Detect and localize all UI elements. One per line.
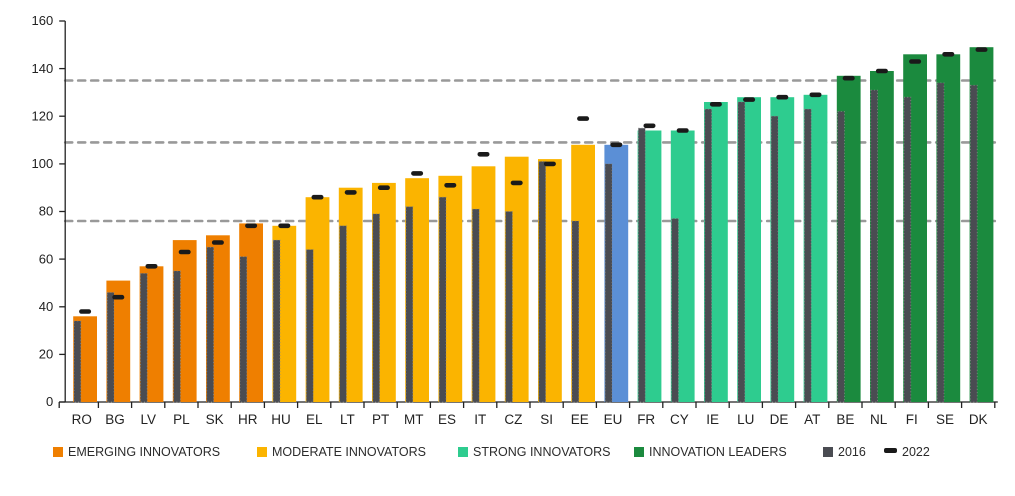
svg-text:120: 120 xyxy=(31,109,53,124)
svg-text:HR: HR xyxy=(238,412,258,427)
svg-text:AT: AT xyxy=(804,412,820,427)
svg-text:EL: EL xyxy=(306,412,323,427)
svg-text:40: 40 xyxy=(39,299,53,314)
svg-text:140: 140 xyxy=(31,61,53,76)
svg-text:PT: PT xyxy=(372,412,389,427)
svg-text:BG: BG xyxy=(105,412,125,427)
svg-text:LU: LU xyxy=(737,412,754,427)
svg-text:NL: NL xyxy=(870,412,888,427)
svg-text:ES: ES xyxy=(438,412,456,427)
svg-text:RO: RO xyxy=(72,412,92,427)
svg-text:DE: DE xyxy=(770,412,789,427)
svg-text:FR: FR xyxy=(637,412,655,427)
svg-text:MT: MT xyxy=(404,412,424,427)
svg-text:SK: SK xyxy=(206,412,224,427)
svg-text:EE: EE xyxy=(571,412,589,427)
svg-text:SI: SI xyxy=(540,412,553,427)
svg-text:IT: IT xyxy=(474,412,486,427)
svg-text:SE: SE xyxy=(936,412,954,427)
svg-text:0: 0 xyxy=(46,394,53,409)
svg-text:IE: IE xyxy=(706,412,719,427)
svg-text:80: 80 xyxy=(39,204,53,219)
svg-text:100: 100 xyxy=(31,156,53,171)
svg-text:CZ: CZ xyxy=(504,412,522,427)
svg-text:160: 160 xyxy=(31,13,53,28)
svg-text:FI: FI xyxy=(906,412,918,427)
svg-text:HU: HU xyxy=(271,412,291,427)
svg-text:CY: CY xyxy=(670,412,689,427)
svg-text:20: 20 xyxy=(39,347,53,362)
svg-text:EU: EU xyxy=(604,412,623,427)
svg-text:BE: BE xyxy=(836,412,854,427)
svg-text:LV: LV xyxy=(140,412,156,427)
svg-text:60: 60 xyxy=(39,251,53,266)
svg-text:PL: PL xyxy=(173,412,190,427)
svg-text:LT: LT xyxy=(340,412,355,427)
svg-text:DK: DK xyxy=(969,412,988,427)
